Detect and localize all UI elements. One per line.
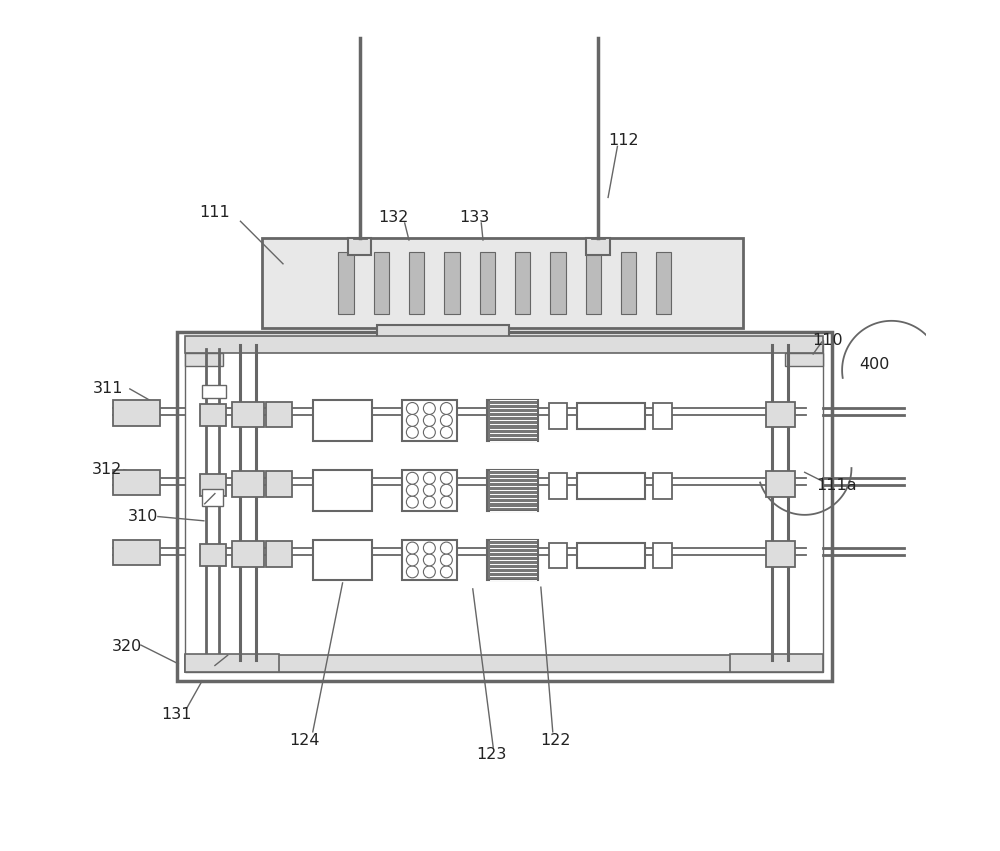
Bar xyxy=(313,540,372,580)
Bar xyxy=(653,403,672,429)
Circle shape xyxy=(423,414,435,426)
Bar xyxy=(586,238,610,255)
Text: 400: 400 xyxy=(859,357,890,372)
Circle shape xyxy=(440,496,452,508)
Bar xyxy=(200,544,226,566)
Bar xyxy=(653,543,672,568)
Circle shape xyxy=(423,554,435,566)
Circle shape xyxy=(406,426,418,438)
Bar xyxy=(202,385,226,398)
Circle shape xyxy=(423,566,435,578)
Bar xyxy=(202,489,223,506)
Bar xyxy=(177,332,832,681)
Bar xyxy=(653,473,672,499)
Text: 312: 312 xyxy=(92,462,122,477)
Circle shape xyxy=(406,472,418,484)
Text: 111a: 111a xyxy=(816,477,856,493)
Circle shape xyxy=(440,403,452,414)
Bar xyxy=(313,400,372,441)
Text: 131: 131 xyxy=(161,707,192,722)
Text: 110: 110 xyxy=(812,333,843,348)
Bar xyxy=(348,238,371,255)
Bar xyxy=(549,543,567,568)
Bar xyxy=(577,403,645,429)
Circle shape xyxy=(440,542,452,554)
Circle shape xyxy=(406,414,418,426)
Circle shape xyxy=(440,414,452,426)
Bar xyxy=(480,252,495,314)
Bar xyxy=(402,470,457,511)
Bar xyxy=(487,400,538,441)
Bar xyxy=(550,252,566,314)
Circle shape xyxy=(406,566,418,578)
Bar xyxy=(766,471,795,497)
Bar xyxy=(185,655,823,672)
Bar xyxy=(232,402,264,427)
Bar xyxy=(402,400,457,441)
Bar xyxy=(577,543,645,568)
Circle shape xyxy=(406,496,418,508)
Bar xyxy=(232,541,264,567)
Bar xyxy=(586,252,601,314)
Bar xyxy=(549,473,567,499)
Bar xyxy=(487,470,538,511)
Bar xyxy=(656,252,671,314)
Text: 124: 124 xyxy=(289,733,320,748)
Bar xyxy=(621,252,636,314)
Bar xyxy=(200,474,226,496)
Circle shape xyxy=(423,496,435,508)
Bar xyxy=(730,654,823,672)
Bar xyxy=(266,471,292,497)
Bar xyxy=(313,470,372,511)
Circle shape xyxy=(423,426,435,438)
Bar xyxy=(338,252,354,314)
Circle shape xyxy=(440,566,452,578)
Bar xyxy=(785,353,823,366)
Bar xyxy=(266,402,292,427)
Text: 320: 320 xyxy=(112,639,142,654)
Circle shape xyxy=(440,484,452,496)
Bar xyxy=(113,540,160,565)
Text: 122: 122 xyxy=(540,733,571,748)
Bar xyxy=(577,473,645,499)
Circle shape xyxy=(406,403,418,414)
Circle shape xyxy=(423,472,435,484)
Circle shape xyxy=(423,403,435,414)
Circle shape xyxy=(406,542,418,554)
Circle shape xyxy=(423,484,435,496)
Circle shape xyxy=(440,472,452,484)
Circle shape xyxy=(423,542,435,554)
Text: 133: 133 xyxy=(459,209,490,225)
Text: 123: 123 xyxy=(476,747,507,762)
Bar xyxy=(377,325,509,347)
Bar xyxy=(113,400,160,426)
Circle shape xyxy=(406,554,418,566)
Text: 311: 311 xyxy=(93,381,124,397)
Bar xyxy=(185,654,279,672)
Bar xyxy=(766,402,795,427)
Circle shape xyxy=(440,554,452,566)
Bar xyxy=(185,353,223,366)
Text: 111: 111 xyxy=(200,205,230,220)
Bar xyxy=(374,252,389,314)
Text: 112: 112 xyxy=(608,133,639,148)
Bar xyxy=(402,540,457,580)
Circle shape xyxy=(406,484,418,496)
Bar xyxy=(487,540,538,580)
Text: 132: 132 xyxy=(378,209,409,225)
Bar xyxy=(549,403,567,429)
Bar xyxy=(444,252,460,314)
Bar xyxy=(262,238,743,328)
Bar xyxy=(766,541,795,567)
Circle shape xyxy=(440,426,452,438)
Bar xyxy=(232,471,264,497)
Bar xyxy=(185,336,823,353)
Bar xyxy=(113,470,160,495)
Text: 310: 310 xyxy=(127,509,158,524)
Bar xyxy=(266,541,292,567)
Bar xyxy=(515,252,530,314)
Bar xyxy=(409,252,424,314)
Bar xyxy=(185,340,823,672)
Bar xyxy=(200,404,226,426)
